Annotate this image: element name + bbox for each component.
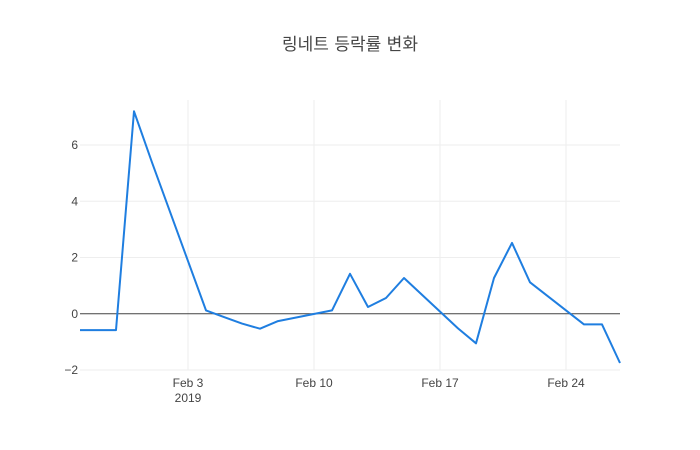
y-tick-label: 2 xyxy=(71,251,78,265)
y-tick-label: 4 xyxy=(71,194,78,208)
series-group xyxy=(80,110,621,364)
y-tick-label: −2 xyxy=(64,363,78,377)
y-axis-ticks: −2 0 2 4 6 xyxy=(64,138,78,377)
y-tick-label: 0 xyxy=(71,307,78,321)
chart-title: 링네트 등락률 변화 xyxy=(282,35,418,55)
x-tick-label: Feb 24 xyxy=(547,376,585,390)
x-tick-label: Feb 3 xyxy=(173,376,204,390)
series-line xyxy=(80,110,621,364)
y-tick-label: 6 xyxy=(71,138,78,152)
grid-lines xyxy=(80,100,620,371)
x-tick-label: Feb 17 xyxy=(421,376,459,390)
x-tick-sublabel: 2019 xyxy=(175,391,202,405)
x-tick-label: Feb 10 xyxy=(295,376,333,390)
